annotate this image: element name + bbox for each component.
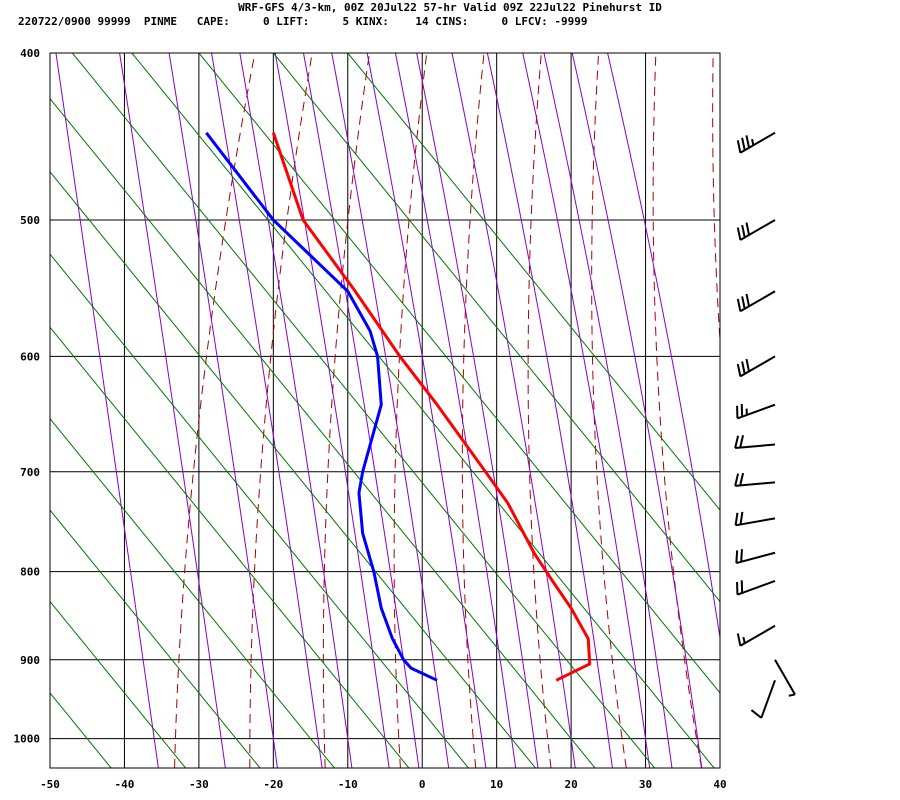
wind-barb-column bbox=[734, 131, 796, 719]
moist-adiabat bbox=[239, 53, 353, 768]
wind-barb bbox=[736, 290, 776, 313]
y-tick-label: 1000 bbox=[14, 733, 41, 746]
moist-adiabat bbox=[55, 53, 159, 768]
mixing-ratio-line bbox=[50, 509, 261, 768]
y-tick-label: 800 bbox=[20, 566, 40, 579]
dry-adiabat bbox=[827, 15, 900, 768]
moist-adiabat bbox=[451, 53, 576, 768]
dry-adiabat bbox=[461, 53, 485, 768]
moist-adiabat bbox=[211, 53, 323, 768]
mixing-ratio-line bbox=[198, 53, 720, 694]
mixing-ratio-line bbox=[71, 53, 655, 768]
mixing-ratio-line bbox=[50, 417, 335, 768]
moist-adiabat bbox=[607, 53, 720, 642]
x-tick-label: -30 bbox=[189, 778, 209, 791]
moist-adiabat bbox=[571, 53, 703, 768]
sounding-profiles bbox=[205, 131, 592, 682]
y-tick-label: 700 bbox=[20, 466, 40, 479]
dry-adiabat bbox=[174, 53, 256, 768]
dry-adiabat bbox=[652, 53, 703, 768]
dry-adiabat bbox=[322, 53, 370, 768]
dry-adiabat bbox=[591, 53, 627, 768]
stability-indices: 220722/0900 99999 PINME CAPE: 0 LIFT: 5 … bbox=[18, 15, 588, 28]
mixing-ratio-line bbox=[347, 53, 720, 511]
x-tick-label: 0 bbox=[419, 778, 426, 791]
moist-adiabat bbox=[302, 53, 420, 768]
moist-adiabat bbox=[543, 53, 673, 768]
wind-barb bbox=[736, 580, 776, 596]
moist-adiabat bbox=[486, 53, 613, 768]
pressure-temperature-grid bbox=[49, 52, 721, 768]
x-tick-label: 10 bbox=[490, 778, 503, 791]
moist-adiabat bbox=[331, 53, 450, 768]
mixing-ratio-line bbox=[131, 53, 715, 768]
mixing-ratio-line bbox=[272, 53, 720, 603]
y-tick-label: 500 bbox=[20, 214, 40, 227]
wind-barb bbox=[736, 624, 776, 647]
wind-barb bbox=[736, 131, 776, 154]
moist-adiabat bbox=[274, 53, 390, 768]
chart-title: WRF-GFS 4/3-km, 00Z 20Jul22 57-hr Valid … bbox=[238, 1, 662, 14]
x-tick-label: -10 bbox=[338, 778, 358, 791]
wind-barb bbox=[735, 549, 776, 565]
y-tick-label: 600 bbox=[20, 350, 40, 363]
x-tick-label: -50 bbox=[40, 778, 60, 791]
mixing-ratio-line bbox=[50, 600, 186, 768]
plot-frame bbox=[49, 52, 721, 769]
mixing-ratio-line bbox=[50, 326, 410, 768]
dry-adiabat bbox=[527, 53, 552, 768]
wind-barb bbox=[734, 435, 776, 450]
moist-adiabat bbox=[394, 53, 517, 768]
x-tick-label: 30 bbox=[639, 778, 652, 791]
wind-barb bbox=[750, 679, 776, 719]
axis-tick-labels: 400 500 600 700 800 900 1000 -50 -40 -30 -20 -10 0 10… bbox=[14, 47, 727, 791]
dewpoint-profile bbox=[205, 131, 438, 682]
wind-barb bbox=[736, 355, 776, 378]
x-tick-label: 40 bbox=[713, 778, 726, 791]
temperature-profile bbox=[271, 132, 592, 682]
y-tick-label: 400 bbox=[20, 47, 40, 60]
mixing-ratio-line bbox=[50, 97, 596, 768]
dry-adiabat bbox=[770, 15, 852, 768]
moist-adiabat bbox=[522, 53, 651, 768]
dry-adiabat bbox=[393, 53, 428, 768]
x-tick-label: -20 bbox=[263, 778, 283, 791]
moist-adiabat bbox=[366, 53, 487, 768]
mixing-ratio-line bbox=[50, 171, 536, 768]
wind-barb bbox=[736, 403, 776, 420]
x-tick-label: 20 bbox=[564, 778, 577, 791]
moist-adiabat bbox=[119, 53, 226, 768]
mixing-ratio-line bbox=[50, 253, 469, 768]
thermodynamic-background-lines bbox=[50, 15, 900, 768]
wind-barb bbox=[736, 219, 776, 241]
dry-adiabat bbox=[712, 53, 720, 348]
x-tick-label: -40 bbox=[115, 778, 135, 791]
wind-barb bbox=[734, 511, 776, 527]
dry-adiabat bbox=[883, 15, 900, 768]
y-tick-label: 900 bbox=[20, 654, 40, 667]
dry-adiabat bbox=[249, 53, 313, 768]
mixing-ratio-line bbox=[50, 692, 112, 768]
wind-barb bbox=[734, 472, 776, 487]
wind-barb bbox=[774, 659, 796, 697]
